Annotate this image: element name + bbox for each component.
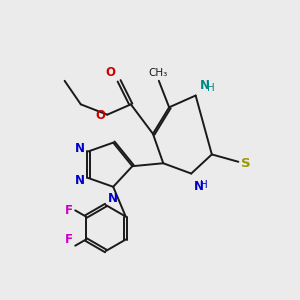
Text: S: S: [241, 157, 250, 170]
Text: F: F: [65, 233, 73, 246]
Text: H: H: [207, 82, 214, 93]
Text: O: O: [95, 109, 105, 122]
Text: N: N: [200, 79, 210, 92]
Text: F: F: [65, 204, 73, 217]
Text: N: N: [194, 180, 204, 193]
Text: H: H: [200, 180, 208, 190]
Text: N: N: [75, 174, 85, 188]
Text: N: N: [75, 142, 85, 155]
Text: O: O: [106, 66, 116, 79]
Text: N: N: [108, 192, 118, 205]
Text: CH₃: CH₃: [148, 68, 168, 78]
